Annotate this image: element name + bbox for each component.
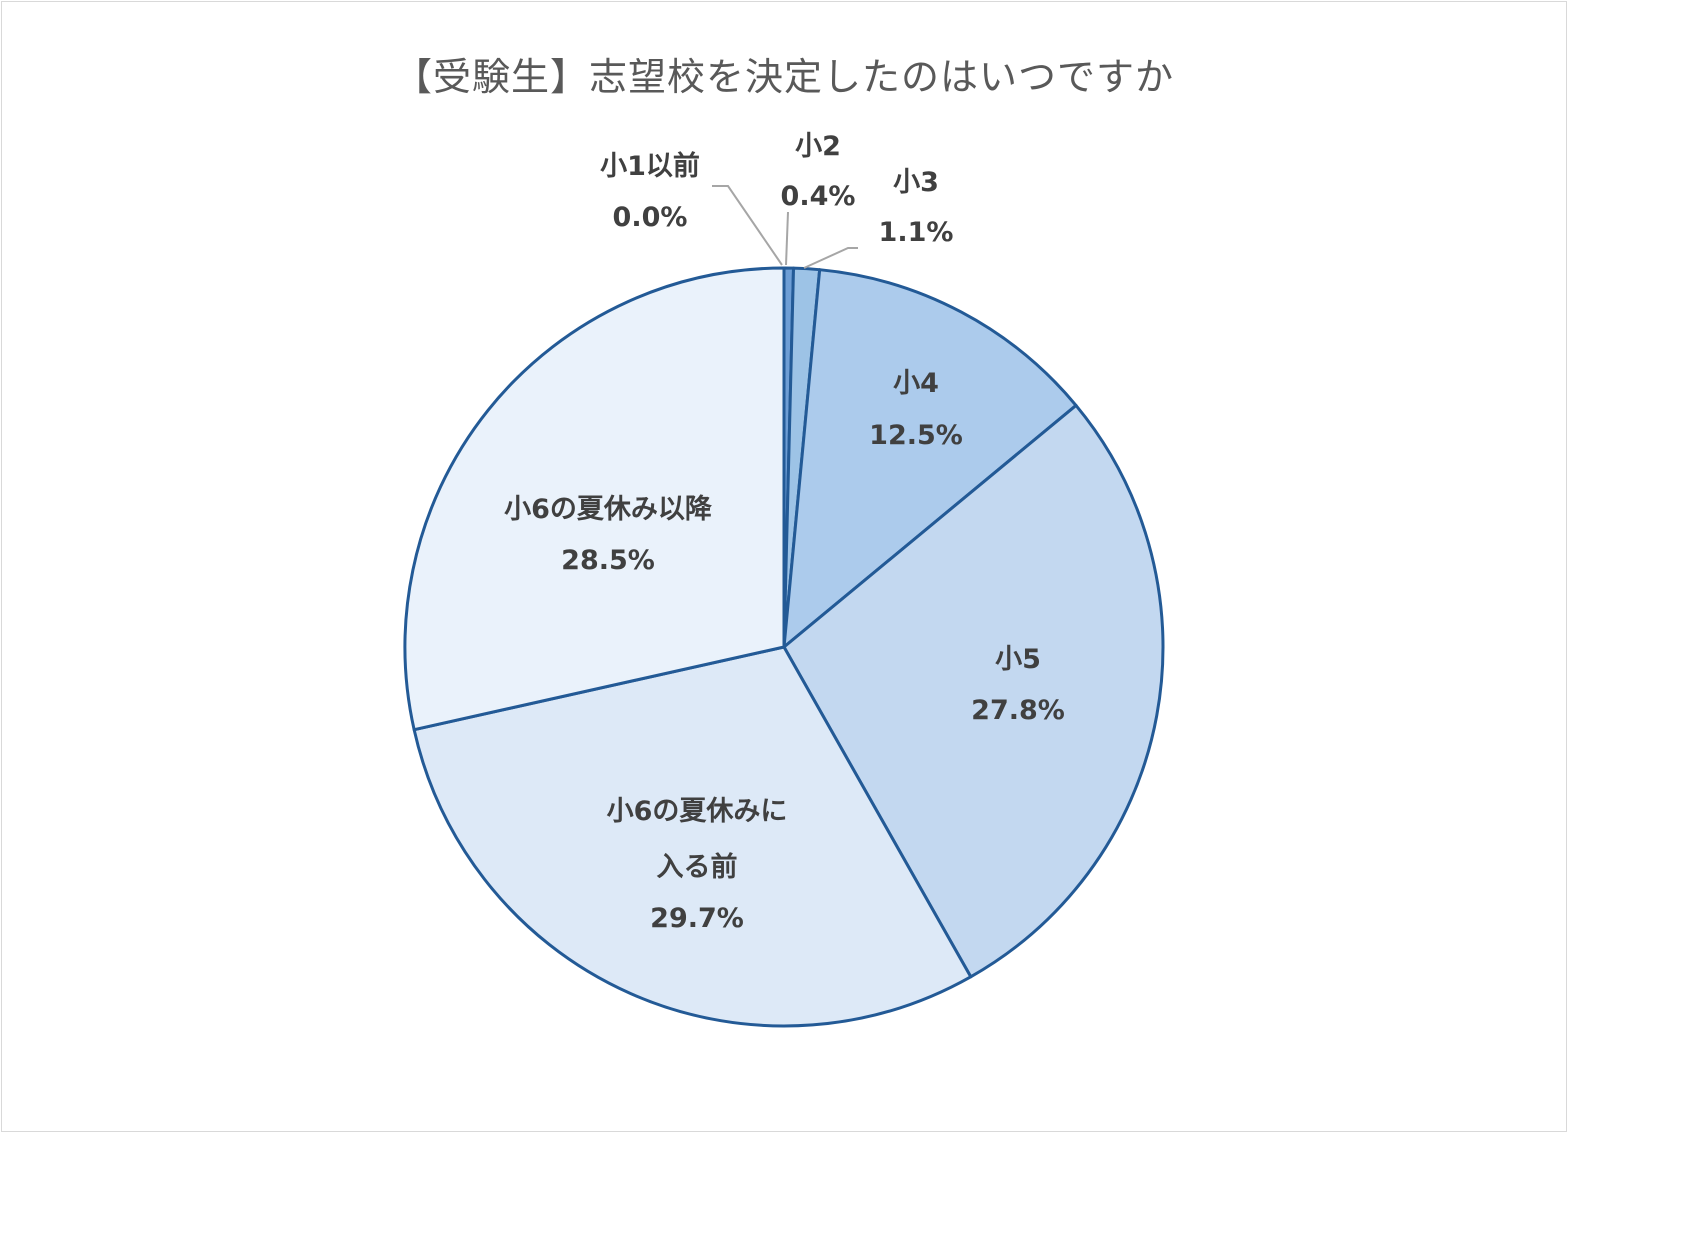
slice-value-label: 0.4% xyxy=(781,181,856,212)
slice-category-label: 小3 xyxy=(893,167,939,198)
pie-slice-5 xyxy=(782,403,1165,979)
slice-value-label: 28.5% xyxy=(561,545,655,576)
slice-category-label: 小5 xyxy=(995,644,1041,675)
slice-category-label: 小6の夏休み以降 xyxy=(504,494,713,525)
slice-category-label: 小6の夏休みに xyxy=(607,796,788,827)
pie-slice-6 xyxy=(412,645,973,1028)
data-label-4: 小4 12.5% xyxy=(869,368,963,451)
slice-category-label: 小2 xyxy=(795,131,841,162)
slice-value-label: 29.7% xyxy=(650,903,744,934)
slice-category-label: 入る前 xyxy=(657,851,738,883)
pie-chart: 小1以前 0.0% 小2 0.4% 小3 1.1% 小4 12.5% 小5 27.8% 小6の夏休み… xyxy=(403,131,1165,1028)
slice-value-label: 27.8% xyxy=(971,695,1065,726)
slice-category-label: 小4 xyxy=(893,368,939,399)
slice-value-label: 0.0% xyxy=(613,202,688,233)
data-label-5: 小5 27.8% xyxy=(971,644,1065,726)
leader-line-1 xyxy=(712,185,783,266)
leader-line-2 xyxy=(785,211,789,266)
slice-category-label: 小1以前 xyxy=(600,150,700,182)
chart-title: 【受験生】志望校を決定したのはいつですか xyxy=(393,55,1174,99)
leader-line-3 xyxy=(803,247,858,269)
pie-slices xyxy=(403,266,1165,1028)
slice-value-label: 12.5% xyxy=(869,420,963,451)
data-label-1: 小1以前 0.0% xyxy=(600,150,700,233)
data-label-2: 小2 0.4% xyxy=(781,131,856,212)
slice-value-label: 1.1% xyxy=(879,217,954,248)
pie-slice-4 xyxy=(782,268,1078,649)
data-label-7: 小6の夏休み以降 28.5% xyxy=(504,494,713,576)
data-label-3: 小3 1.1% xyxy=(879,167,954,248)
pie-slice-7 xyxy=(403,266,786,732)
